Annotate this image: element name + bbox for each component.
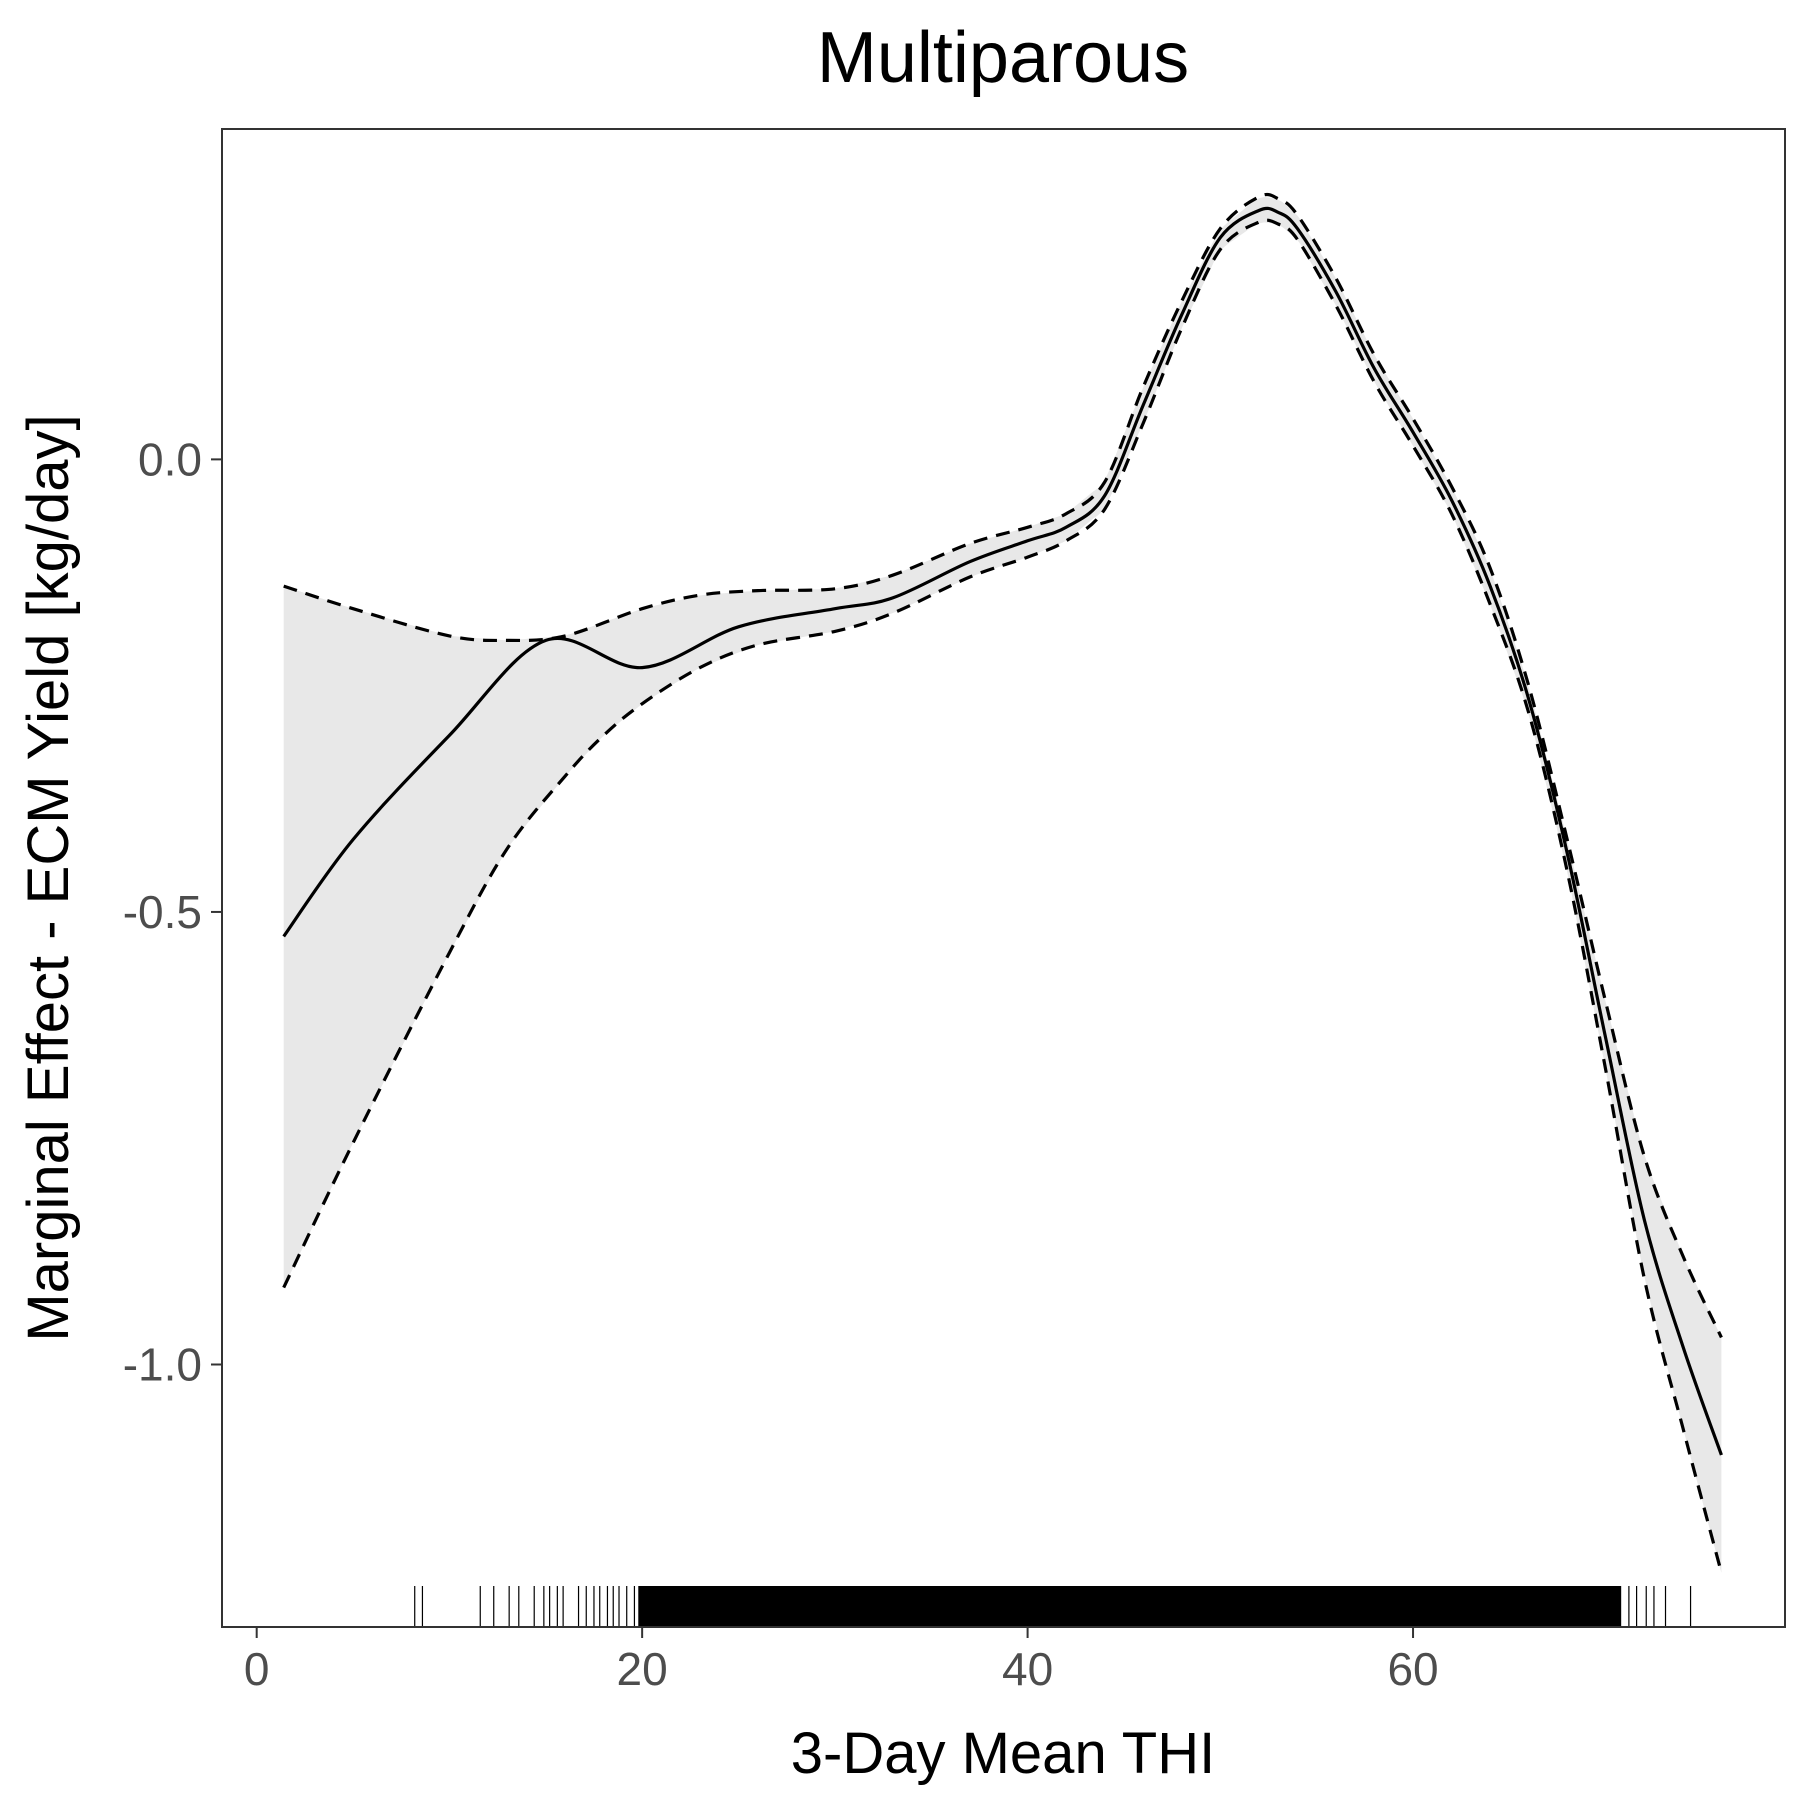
y-axis: -1.0 -0.5 0.0 <box>123 433 222 1391</box>
upper-line <box>283 192 1723 1339</box>
x-axis-title: 3-Day Mean THI <box>791 1721 1215 1786</box>
estimate-line <box>282 206 1723 1456</box>
confidence-ribbon <box>283 197 1722 1573</box>
y-tick-label: 0.0 <box>138 433 202 485</box>
x-tick-label: 60 <box>1387 1643 1438 1695</box>
y-axis-title: Marginal Effect - ECM Yield [kg/day] <box>16 414 81 1341</box>
x-tick-label: 20 <box>617 1643 668 1695</box>
rug <box>414 1586 1692 1627</box>
plot-frame <box>221 128 1786 1628</box>
lower-line <box>282 218 1723 1574</box>
y-tick-label: -0.5 <box>123 886 202 938</box>
x-tick-label: 0 <box>244 1643 270 1695</box>
x-tick-label: 40 <box>1002 1643 1053 1695</box>
rug-dense-block <box>638 1586 1622 1627</box>
x-axis: 0 20 40 60 <box>244 1627 1439 1695</box>
y-tick-label: -1.0 <box>123 1339 202 1391</box>
plot-area <box>282 192 1723 1627</box>
chart-title: Multiparous <box>817 18 1189 98</box>
